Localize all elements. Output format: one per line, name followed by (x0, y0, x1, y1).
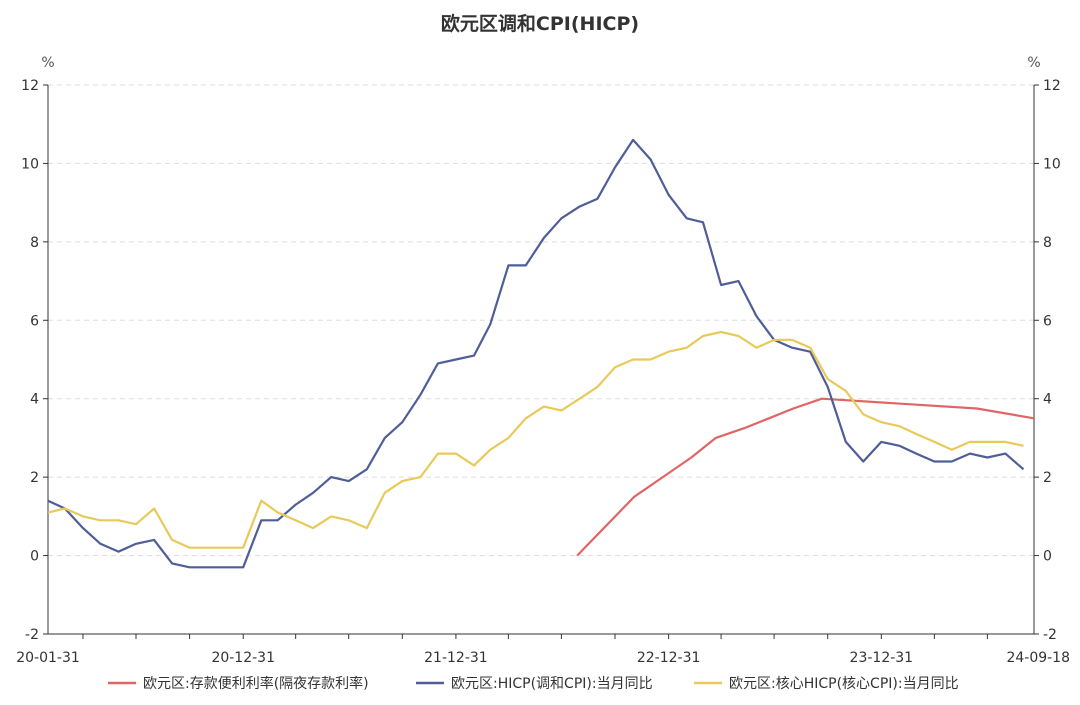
y-axis-right-unit: % (1027, 55, 1040, 71)
y-tick-label-left: 6 (30, 313, 39, 329)
y-tick-label-right: 4 (1043, 392, 1052, 408)
y-tick-label-left: 8 (30, 235, 39, 251)
y-tick-label-right: 6 (1043, 313, 1052, 329)
legend[interactable]: 欧元区:存款便利利率(隔夜存款利率) 欧元区:HICP(调和CPI):当月同比 欧元… (108, 675, 959, 692)
x-tick-label: 22-12-31 (637, 650, 701, 666)
legend-label: 欧元区:存款便利利率(隔夜存款利率) (143, 675, 369, 692)
y-tick-label-left: 4 (30, 392, 39, 408)
y-tick-label-left: 0 (30, 549, 39, 565)
legend-item-2[interactable]: 欧元区:HICP(调和CPI):当月同比 (416, 676, 653, 692)
grid-layer (48, 84, 1034, 557)
x-tick-label: 20-12-31 (211, 650, 275, 666)
series-line-3 (47, 330, 1024, 549)
y-tick-label-right: 0 (1043, 549, 1052, 565)
axes-layer: -2 -2 0 0 2 2 4 4 6 6 8 8 10 10 12 12 20-01-31 20-12-31 21… (16, 78, 1070, 666)
legend-item-1[interactable]: 欧元区:存款便利利率(隔夜存款利率) (108, 675, 369, 692)
y-tick-label-right: 8 (1043, 235, 1052, 251)
series-line-2 (47, 138, 1025, 569)
legend-item-3[interactable]: 欧元区:核心HICP(核心CPI):当月同比 (694, 676, 959, 692)
x-tick-label: 24-09-18 (1006, 650, 1070, 666)
y-tick-label-right: 10 (1043, 156, 1061, 172)
x-tick-label: 23-12-31 (850, 650, 914, 666)
series-line-1 (576, 397, 1035, 557)
y-tick-label-right: 2 (1043, 470, 1052, 486)
chart-title: 欧元区调和CPI(HICP) (441, 12, 639, 35)
y-tick-label-left: 2 (30, 470, 39, 486)
y-axis-left-unit: % (41, 55, 54, 71)
y-tick-label-right: 12 (1043, 78, 1061, 94)
y-tick-label-right: -2 (1043, 627, 1057, 643)
y-tick-label-left: 12 (21, 78, 39, 94)
legend-label: 欧元区:核心HICP(核心CPI):当月同比 (729, 676, 959, 692)
y-tick-label-left: -2 (25, 627, 39, 643)
series-layer (47, 138, 1035, 569)
x-tick-label: 21-12-31 (424, 650, 488, 666)
legend-label: 欧元区:HICP(调和CPI):当月同比 (451, 676, 653, 692)
y-tick-label-left: 10 (21, 156, 39, 172)
x-tick-label: 20-01-31 (16, 650, 80, 666)
